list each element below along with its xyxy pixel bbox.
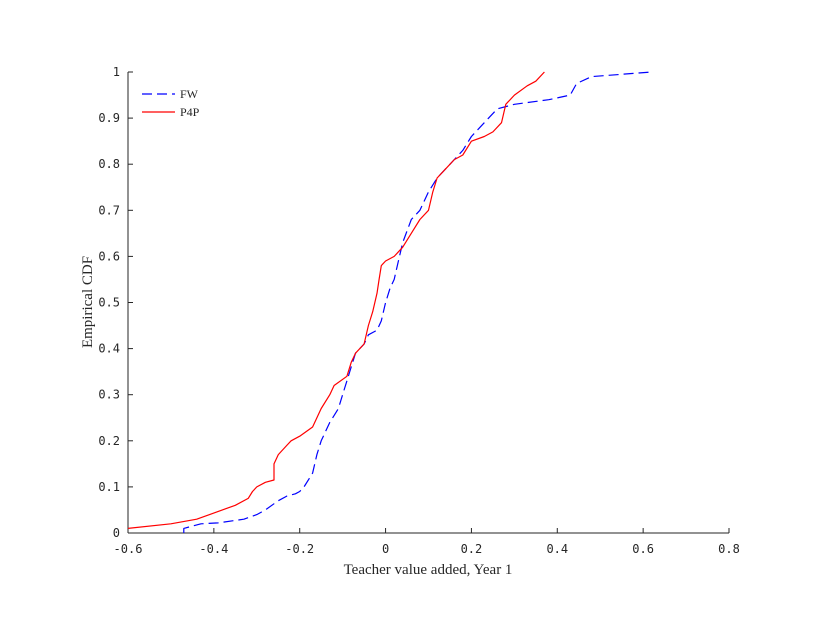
axes — [127, 72, 729, 534]
y-tick-label: 0.3 — [98, 388, 120, 402]
y-tick-label: 0.1 — [98, 480, 120, 494]
y-tick-label: 0.7 — [98, 203, 120, 217]
legend: FW P4P — [142, 87, 200, 119]
y-ticks: 0 0.1 0.2 0.3 0.4 0.5 0.6 0.7 0.8 0.9 1 — [98, 65, 133, 540]
legend-label-p4p: P4P — [180, 105, 200, 119]
y-tick-label: 1 — [113, 65, 120, 79]
y-tick-label: 0.6 — [98, 249, 120, 263]
y-tick-label: 0.4 — [98, 342, 120, 356]
x-tick-label: 0 — [382, 542, 389, 556]
x-axis-label: Teacher value added, Year 1 — [344, 562, 513, 578]
x-tick-label: 0.6 — [632, 542, 654, 556]
series-layer — [127, 71, 652, 533]
y-tick-label: 0.8 — [98, 157, 120, 171]
y-tick-label: 0.9 — [98, 111, 120, 125]
y-axis-label: Empirical CDF — [80, 256, 96, 348]
x-tick-label: 0.8 — [718, 542, 740, 556]
series-line-p4p — [127, 71, 545, 529]
y-tick-label: 0.2 — [98, 434, 120, 448]
y-tick-label: 0 — [113, 526, 120, 540]
y-tick-label: 0.5 — [98, 296, 120, 310]
x-tick-label: -0.6 — [114, 542, 143, 556]
series-line-fw — [183, 71, 652, 533]
x-tick-label: 0.4 — [546, 542, 568, 556]
x-tick-label: -0.4 — [199, 542, 228, 556]
x-tick-label: 0.2 — [461, 542, 483, 556]
x-ticks: -0.6 -0.4 -0.2 0 0.2 0.4 0.6 0.8 — [114, 528, 740, 556]
legend-label-fw: FW — [180, 87, 199, 101]
x-tick-label: -0.2 — [285, 542, 314, 556]
